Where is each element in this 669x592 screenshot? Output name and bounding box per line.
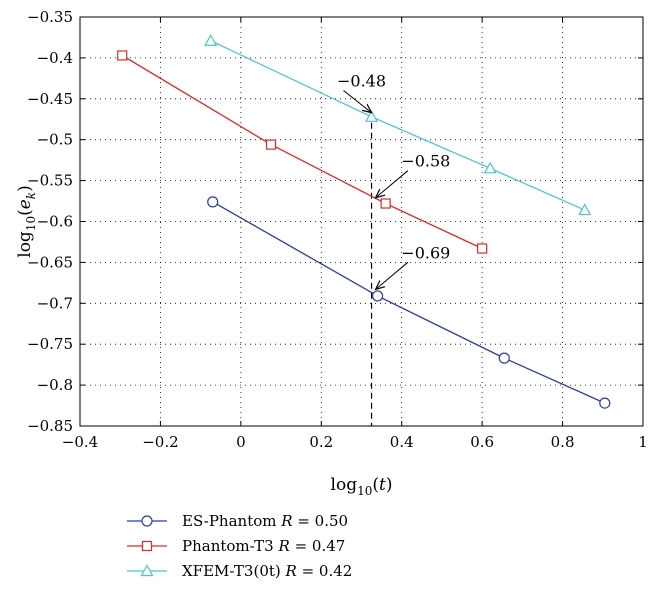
series-es-phantom xyxy=(207,196,611,409)
legend-item-es-phantom: ES-Phantom R = 0.50 xyxy=(127,512,348,530)
y-tick-label: −0.8 xyxy=(37,376,73,394)
data-point xyxy=(578,203,592,216)
y-tick-label: −0.85 xyxy=(27,417,73,435)
annotation-label: −0.58 xyxy=(401,152,450,171)
x-tick-label: 0 xyxy=(236,433,246,451)
annotation-arrow xyxy=(376,261,409,289)
y-tick-label: −0.45 xyxy=(27,90,73,108)
y-tick-label: −0.7 xyxy=(37,294,73,312)
y-axis-label: log10(ek) xyxy=(15,185,38,257)
data-point xyxy=(380,198,391,209)
legend-label: ES-Phantom R = 0.50 xyxy=(182,512,348,530)
series-group xyxy=(117,33,611,409)
data-point xyxy=(207,196,219,208)
x-tick-label: 1 xyxy=(638,433,648,451)
legend-item-xfem-t3-0t-: XFEM-T3(0t) R = 0.42 xyxy=(127,562,352,580)
y-tick-label: −0.6 xyxy=(37,213,73,231)
series-line xyxy=(212,201,606,404)
annotation-arrow xyxy=(343,90,372,113)
legend-item-phantom-t3: Phantom-T3 R = 0.47 xyxy=(127,537,345,555)
data-point xyxy=(599,397,611,409)
data-point xyxy=(265,139,277,150)
data-point xyxy=(117,50,128,61)
y-tick-label: −0.55 xyxy=(27,172,73,190)
data-point xyxy=(371,290,384,302)
x-tick-label: −0.2 xyxy=(142,433,178,451)
y-tick-label: −0.65 xyxy=(27,253,73,271)
tick-group: −0.4 −0.2 0 0.2 0.4 0.6 0.8 1 −0.35 −0.4 −0.45 −0.5… xyxy=(27,8,648,451)
legend-label: XFEM-T3(0t) R = 0.42 xyxy=(182,562,352,580)
x-tick-label: 0.8 xyxy=(551,433,575,451)
data-point xyxy=(477,243,488,254)
y-tick-label: −0.4 xyxy=(37,49,73,67)
x-axis-label: log10(t) xyxy=(331,475,393,498)
series-line xyxy=(210,40,585,211)
data-point xyxy=(483,161,497,174)
data-point xyxy=(204,33,218,46)
y-tick-label: −0.5 xyxy=(37,131,73,149)
annotation-label: −0.48 xyxy=(337,72,386,91)
series-xfem-t3-0t- xyxy=(204,33,592,216)
legend-marker xyxy=(141,540,153,552)
legend-label: Phantom-T3 R = 0.47 xyxy=(182,537,345,555)
annotation-label: −0.69 xyxy=(401,243,450,262)
x-tick-label: 0.4 xyxy=(390,433,414,451)
y-tick-label: −0.75 xyxy=(27,335,73,353)
annotations-group: −0.48 −0.58 −0.69 xyxy=(337,72,450,290)
x-tick-label: 0.6 xyxy=(470,433,494,451)
series-line xyxy=(121,54,483,250)
data-point xyxy=(498,352,510,364)
grid-lines xyxy=(80,17,643,426)
annotation-arrow xyxy=(376,170,409,198)
data-point xyxy=(365,110,379,122)
legend: ES-Phantom R = 0.50 Phantom-T3 R = 0.47 XF… xyxy=(127,512,352,580)
x-tick-label: −0.4 xyxy=(62,433,98,451)
legend-marker xyxy=(140,564,154,577)
y-tick-label: −0.35 xyxy=(27,8,73,26)
legend-marker xyxy=(141,515,153,527)
series-phantom-t3 xyxy=(117,50,488,254)
x-tick-label: 0.2 xyxy=(309,433,333,451)
